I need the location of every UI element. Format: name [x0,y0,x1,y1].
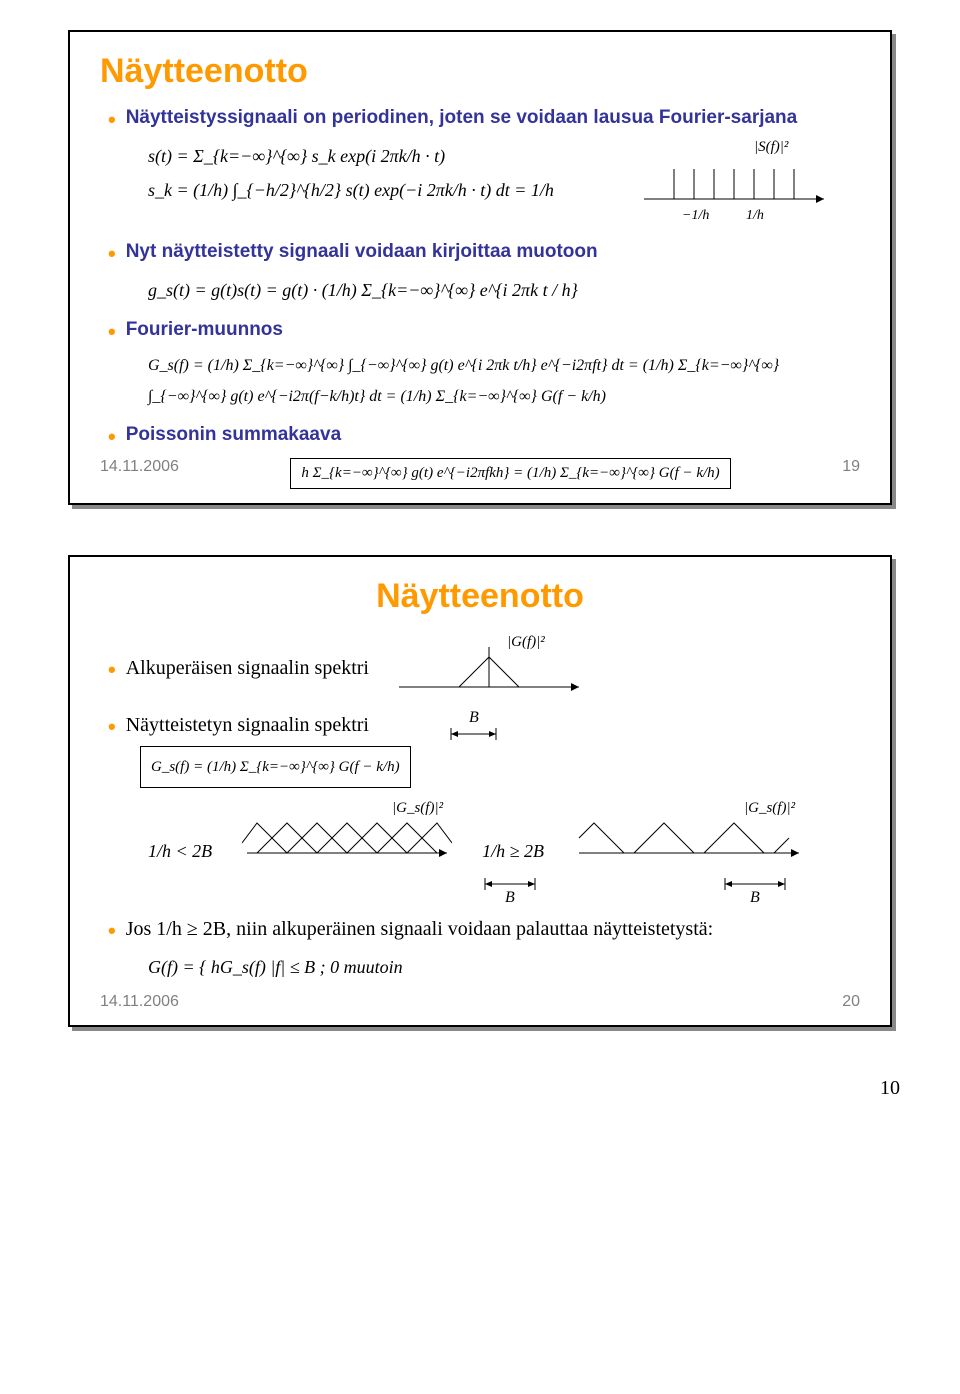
page: Näytteenotto Näytteistyssignaali on peri… [0,0,960,1120]
bullet-1-text: Näytteistyssignaali on periodinen, joten… [126,107,798,129]
bullet-3: Fourier-muunnos [108,319,860,345]
eq-sampled: g_s(t) = g(t)s(t) = g(t) · (1/h) Σ_{k=−∞… [148,273,860,307]
slide-1: Näytteenotto Näytteistyssignaali on peri… [68,30,892,505]
bullet2-2: Näytteistetyn signaalin spektri [108,714,411,740]
svg-text:B: B [750,889,760,904]
bullet-1: Näytteistyssignaali on periodinen, joten… [108,107,860,133]
bullet2-3: Jos 1/h ≥ 2B, niin alkuperäinen signaali… [108,918,860,944]
footer-num-2: 20 [842,993,860,1011]
footer-date-2: 14.11.2006 [100,993,179,1011]
cond1: 1/h < 2B [148,834,212,868]
b-marker-1: B [470,874,550,904]
eq-gs-sum: G_s(f) = (1/h) Σ_{k=−∞}^{∞} G(f − k/h) [140,746,411,789]
b-label-top: B [469,709,479,726]
eq-poisson-box: h Σ_{k=−∞}^{∞} g(t) e^{−i2πfkh} = (1/h) … [290,458,730,489]
footer-num-1: 19 [842,458,860,489]
bullet2-1: Alkuperäisen signaalin spektri [108,657,369,683]
b-marker-2: B [710,874,800,904]
eq-recover: G(f) = { hG_s(f) |f| ≤ B ; 0 muutoin [148,950,860,984]
bullet-3-text: Fourier-muunnos [126,319,283,341]
slide-2: Näytteenotto Alkuperäisen signaalin spek… [68,555,892,1027]
impulse-lines [674,169,794,199]
gs-label-2: |G_s(f)|² [744,800,796,816]
eq-series: s(t) = Σ_{k=−∞}^{∞} s_k exp(i 2πk/h · t)… [148,139,860,229]
bullet-4: Poissonin summakaava [108,424,860,450]
bullet2-3-text: Jos 1/h ≥ 2B, niin alkuperäinen signaali… [126,918,714,941]
eq-series-text: s(t) = Σ_{k=−∞}^{∞} s_k exp(i 2πk/h · t) [148,146,445,166]
spectrum-top-label: |S(f)|² [754,139,789,155]
original-spectrum-chart: |G(f)|² [389,632,589,702]
impulse-spectrum-chart: |S(f)|² −1/h 1/h [634,139,834,229]
bullet2-2-text: Näytteistetyn signaalin spektri [126,714,369,737]
axis-arrow [816,195,824,203]
clean-spectrum-chart: |G_s(f)|² [574,798,804,868]
spectrum-left-label: −1/h [682,208,709,223]
bandwidth-marker: B [431,708,521,768]
bullet-2-text: Nyt näytteistetty signaali voidaan kirjo… [126,241,598,263]
page-number: 10 [0,1077,960,1100]
bullet-4-text: Poissonin summakaava [126,424,341,446]
bullet2-1-text: Alkuperäisen signaalin spektri [126,657,369,680]
cond2: 1/h ≥ 2B [482,834,544,868]
replica-row: 1/h < 2B |G_s(f)|² 1/h ≥ 2B |G_s(f)|² [148,798,860,868]
aliased-triangles [242,823,452,853]
spectrum-right-label: 1/h [746,208,764,223]
slide1-title: Näytteenotto [100,52,860,91]
bullet-2: Nyt näytteistetty signaali voidaan kirjo… [108,241,860,267]
gs-label-1: |G_s(f)|² [392,800,444,816]
eq-fourier: G_s(f) = (1/h) Σ_{k=−∞}^{∞} ∫_{−∞}^{∞} g… [148,351,860,412]
footer-date-1: 14.11.2006 [100,458,179,489]
footer-2: 14.11.2006 20 [100,993,860,1011]
slide2-title: Näytteenotto [100,577,860,616]
eq-coeff-text: s_k = (1/h) ∫_{−h/2}^{h/2} s(t) exp(−i 2… [148,180,554,200]
svg-text:B: B [505,889,515,904]
orig-arrow [571,683,579,691]
footer-1: 14.11.2006 h Σ_{k=−∞}^{∞} g(t) e^{−i2πfk… [100,458,860,489]
aliased-spectrum-chart: |G_s(f)|² [242,798,452,868]
b-markers-row: B B [148,874,860,904]
clean-triangles [579,823,789,853]
g-label: |G(f)|² [507,634,545,650]
